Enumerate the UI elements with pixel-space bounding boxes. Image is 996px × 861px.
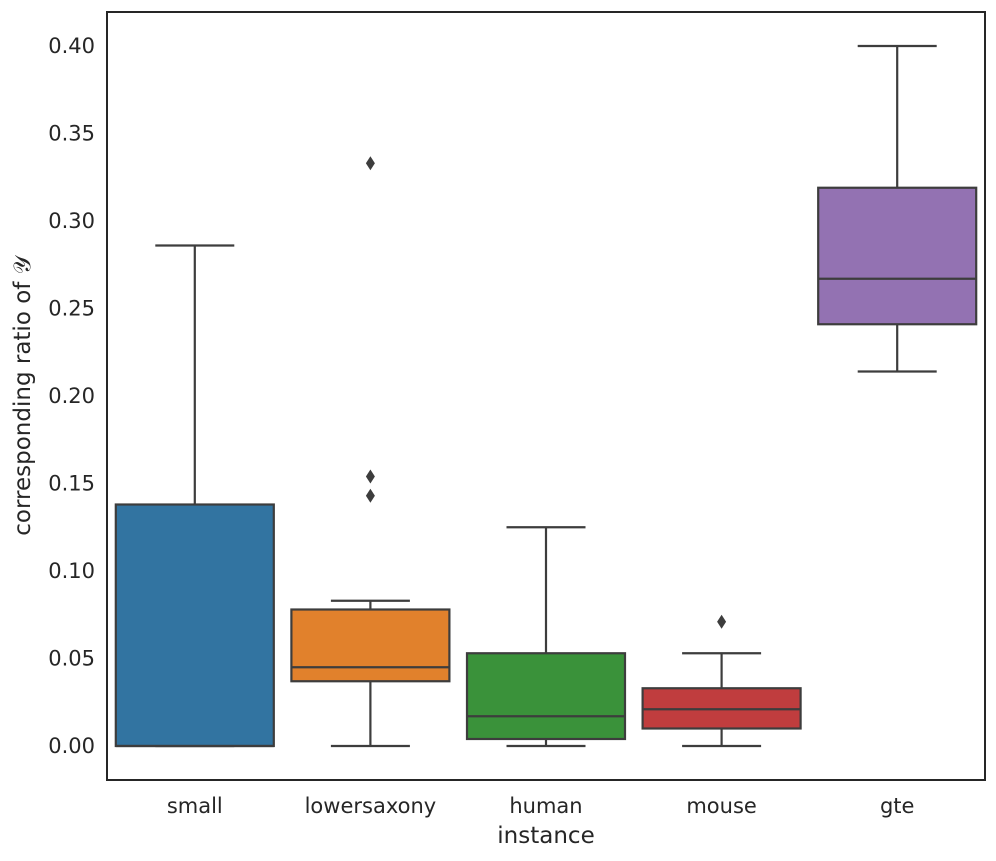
box-small <box>114 244 275 748</box>
iqr-box <box>114 503 275 748</box>
iqr-box <box>465 652 627 741</box>
box-series <box>114 44 978 748</box>
iqr-box <box>290 608 451 683</box>
y-tick-label: 0.10 <box>48 559 95 583</box>
x-tick-label: mouse <box>686 794 756 818</box>
outlier-marker <box>365 469 375 484</box>
y-tick-label: 0.20 <box>48 384 95 408</box>
x-tick-label: lowersaxony <box>305 794 437 818</box>
y-axis-label: corresponding ratio of 𝒴 <box>10 254 36 535</box>
y-tick-label: 0.05 <box>48 647 95 671</box>
outlier-marker <box>365 488 375 503</box>
y-tick-label: 0.15 <box>48 472 95 496</box>
x-axis-label: instance <box>497 823 594 849</box>
x-axis-ticks: small lowersaxony human mouse gte <box>167 794 915 818</box>
y-tick-label: 0.40 <box>48 34 95 58</box>
outlier-marker <box>717 614 727 629</box>
y-tick-label: 0.35 <box>48 122 95 146</box>
y-tick-label: 0.30 <box>48 209 95 233</box>
outlier-marker <box>365 156 375 171</box>
iqr-box <box>817 186 978 326</box>
x-tick-label: small <box>167 794 223 818</box>
plot-frame <box>106 11 986 781</box>
box-gte <box>817 44 978 373</box>
box-lowersaxony <box>290 156 451 748</box>
box-mouse <box>641 614 802 748</box>
y-axis-ticks: 0.00 0.05 0.10 0.15 0.20 0.25 0.30 0.35 0.40 <box>48 34 95 758</box>
y-tick-label: 0.25 <box>48 297 95 321</box>
y-tick-label: 0.00 <box>48 734 95 758</box>
x-tick-label: gte <box>880 794 914 818</box>
x-tick-label: human <box>509 794 582 818</box>
box-human <box>465 526 627 748</box>
